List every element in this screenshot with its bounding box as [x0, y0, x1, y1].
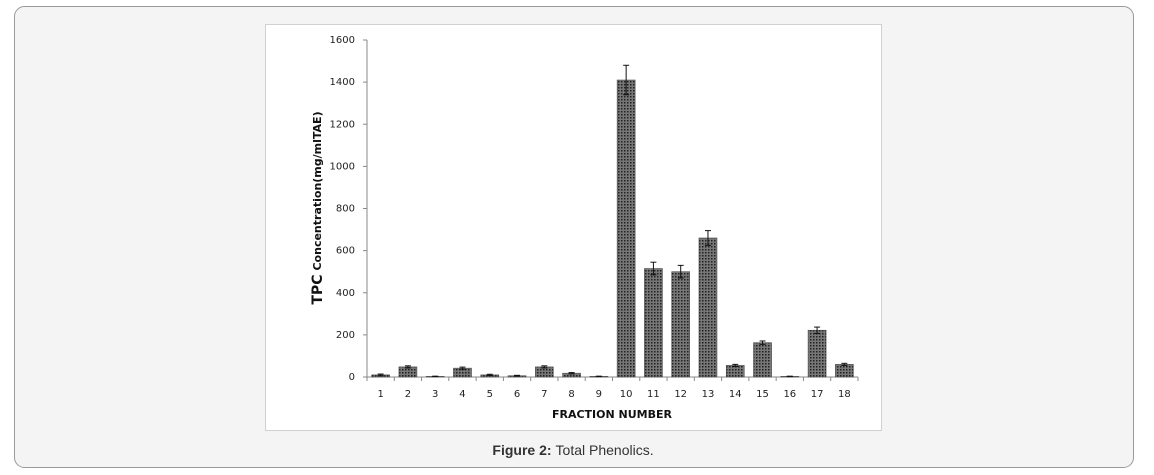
x-tick-label: 6 — [514, 389, 520, 400]
bar — [835, 364, 854, 378]
y-tick-label: 0 — [349, 372, 355, 383]
x-tick-label: 1 — [377, 389, 383, 400]
y-tick-label: 600 — [336, 246, 355, 257]
bar — [644, 268, 663, 378]
x-tick-label: 5 — [487, 389, 493, 400]
x-tick-label: 4 — [459, 389, 465, 400]
y-tick-label: 400 — [336, 288, 355, 299]
caption-label: Figure 2: — [492, 442, 551, 458]
x-tick-label: 18 — [838, 389, 851, 400]
bar — [698, 237, 718, 378]
y-tick-label: 1200 — [330, 119, 355, 130]
caption-text: Total Phenolics. — [556, 442, 654, 458]
x-tick-label: 7 — [541, 389, 547, 400]
bar — [616, 79, 636, 378]
x-tick-label: 10 — [620, 389, 633, 400]
y-tick-label: 1000 — [330, 161, 355, 172]
x-axis-label: FRACTION NUMBER — [552, 408, 673, 421]
x-tick-label: 8 — [568, 389, 574, 400]
bar — [807, 329, 827, 378]
y-axis-label: TPC Concentration(mg/mlTAE) — [310, 111, 326, 304]
y-tick-label: 800 — [336, 204, 355, 215]
chart-frame — [265, 24, 882, 431]
x-tick-label: 15 — [756, 389, 769, 400]
x-tick-label: 9 — [596, 389, 602, 400]
x-tick-label: 14 — [729, 389, 742, 400]
bar — [671, 271, 690, 378]
x-tick-label: 2 — [405, 389, 411, 400]
x-tick-label: 11 — [647, 389, 660, 400]
bar — [753, 342, 772, 378]
caption: Figure 2: Total Phenolics. — [492, 442, 653, 458]
y-tick-label: 1400 — [330, 77, 355, 88]
x-tick-label: 16 — [783, 389, 796, 400]
bar — [725, 365, 745, 378]
x-tick-label: 12 — [674, 389, 687, 400]
x-tick-label: 3 — [432, 389, 438, 400]
y-label-sub: Concentration(mg/mlTAE) — [311, 111, 324, 270]
y-label-main: TPC — [310, 275, 326, 305]
x-tick-label: 17 — [811, 389, 824, 400]
y-tick-label: 1600 — [330, 35, 355, 46]
y-tick-label: 200 — [336, 330, 355, 341]
x-tick-label: 13 — [702, 389, 715, 400]
